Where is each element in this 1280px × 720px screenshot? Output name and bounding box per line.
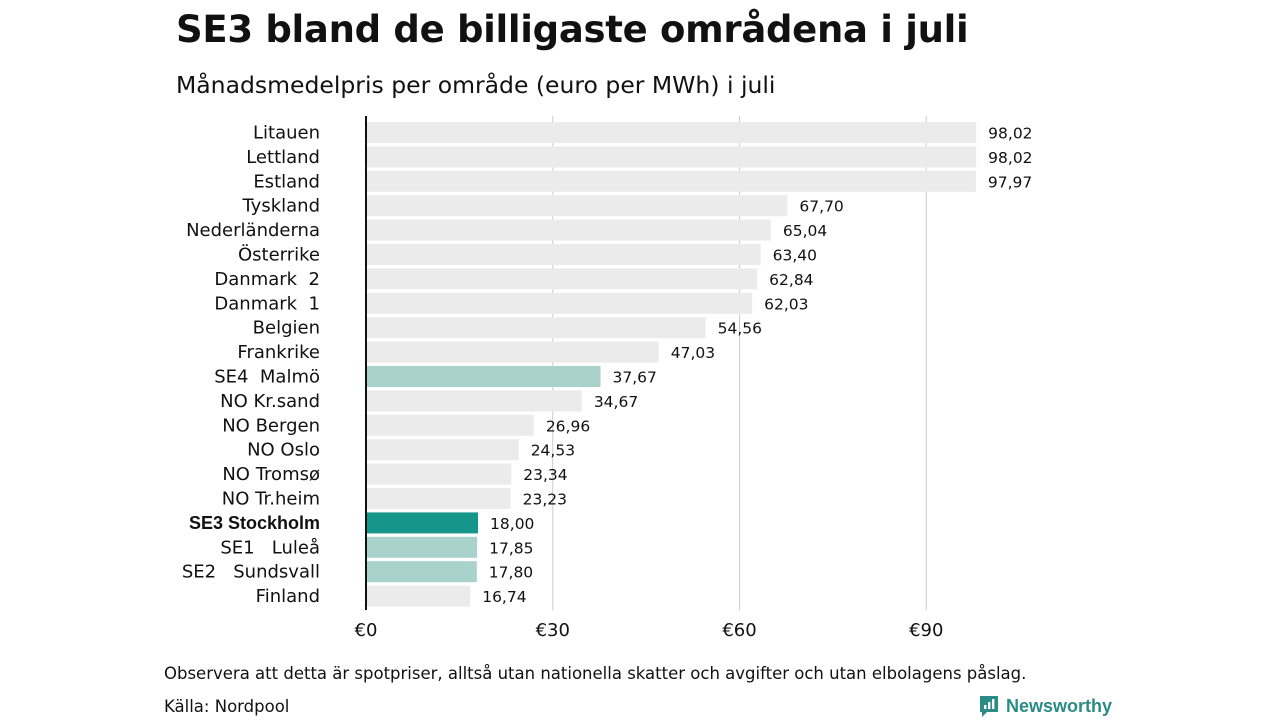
value-label: 98,02 bbox=[988, 149, 1032, 167]
value-label: 17,85 bbox=[489, 539, 533, 557]
value-label: 67,70 bbox=[799, 198, 843, 216]
category-label: SE4 Malmö bbox=[214, 367, 320, 388]
category-label: Österrike bbox=[238, 244, 320, 266]
value-label: 16,74 bbox=[482, 588, 526, 606]
value-label: 26,96 bbox=[546, 417, 590, 435]
x-tick-label: €90 bbox=[909, 620, 943, 641]
value-label: 98,02 bbox=[988, 125, 1032, 143]
category-label: Tyskland bbox=[241, 196, 320, 217]
value-label: 23,23 bbox=[523, 491, 567, 509]
value-label: 62,84 bbox=[769, 271, 813, 289]
bar bbox=[366, 585, 471, 607]
category-label: Belgien bbox=[253, 318, 320, 339]
value-label: 24,53 bbox=[531, 442, 575, 460]
bar bbox=[366, 488, 511, 509]
value-label: 62,03 bbox=[764, 295, 808, 313]
value-label: 97,97 bbox=[988, 173, 1032, 191]
bar bbox=[366, 219, 771, 241]
category-label: Finland bbox=[256, 586, 320, 607]
bar bbox=[366, 146, 977, 168]
bar bbox=[366, 317, 706, 339]
brand-logo: Newsworthy bbox=[978, 694, 1112, 718]
category-label: NO Oslo bbox=[247, 440, 320, 461]
category-label: NO Bergen bbox=[222, 415, 320, 436]
value-label: 18,00 bbox=[490, 515, 534, 533]
bar bbox=[366, 463, 512, 485]
x-tick-label: €0 bbox=[355, 620, 378, 641]
category-label: SE2 Sundsvall bbox=[182, 562, 320, 583]
bar bbox=[366, 244, 761, 265]
bar bbox=[366, 414, 534, 436]
chart-subtitle: Månadsmedelpris per område (euro per MWh… bbox=[176, 71, 776, 99]
value-label: 17,80 bbox=[489, 564, 533, 582]
value-label: 63,40 bbox=[773, 247, 817, 265]
bar bbox=[366, 536, 478, 558]
category-label: SE1 Luleå bbox=[220, 537, 320, 558]
value-label: 34,67 bbox=[594, 393, 638, 411]
category-label: NO Kr.sand bbox=[220, 391, 320, 412]
category-label: NO Tromsø bbox=[222, 464, 320, 485]
bar bbox=[366, 122, 977, 143]
bar bbox=[366, 512, 479, 534]
category-label: Estland bbox=[253, 171, 320, 192]
labels: €0 €30 €60 €90 Litauen 98,02 Lettland 98,02 Estl… bbox=[182, 123, 1033, 642]
category-label: Frankrike bbox=[237, 342, 320, 363]
value-label: 54,56 bbox=[718, 320, 762, 338]
category-label: SE3 Stockholm bbox=[189, 513, 320, 533]
category-label: Danmark 2 bbox=[214, 269, 320, 290]
chart-title: SE3 bland de billigaste områdena i juli bbox=[176, 8, 969, 51]
footnote: Observera att detta är spotpriser, allts… bbox=[164, 664, 1027, 683]
bar bbox=[366, 366, 601, 387]
value-label: 65,04 bbox=[783, 222, 827, 240]
bar bbox=[366, 170, 976, 192]
bar bbox=[366, 341, 659, 363]
value-label: 23,34 bbox=[523, 466, 567, 484]
bar bbox=[366, 390, 582, 412]
category-label: Lettland bbox=[246, 147, 320, 168]
brand-name: Newsworthy bbox=[1006, 695, 1113, 716]
newsworthy-logo-icon bbox=[980, 696, 998, 717]
x-tick-label: €30 bbox=[536, 620, 570, 641]
value-label: 47,03 bbox=[671, 344, 715, 362]
bar bbox=[366, 195, 788, 217]
bars bbox=[366, 122, 977, 607]
value-label: 37,67 bbox=[612, 369, 656, 387]
category-label: Nederländerna bbox=[186, 220, 320, 241]
x-tick-label: €60 bbox=[722, 620, 756, 641]
category-label: Danmark 1 bbox=[214, 293, 320, 314]
source-credit: Källa: Nordpool bbox=[164, 697, 290, 716]
bar bbox=[366, 439, 519, 461]
bar bbox=[366, 268, 758, 290]
category-label: Litauen bbox=[253, 123, 320, 144]
category-label: NO Tr.heim bbox=[222, 489, 320, 510]
bar bbox=[366, 561, 477, 583]
bar bbox=[366, 292, 753, 314]
